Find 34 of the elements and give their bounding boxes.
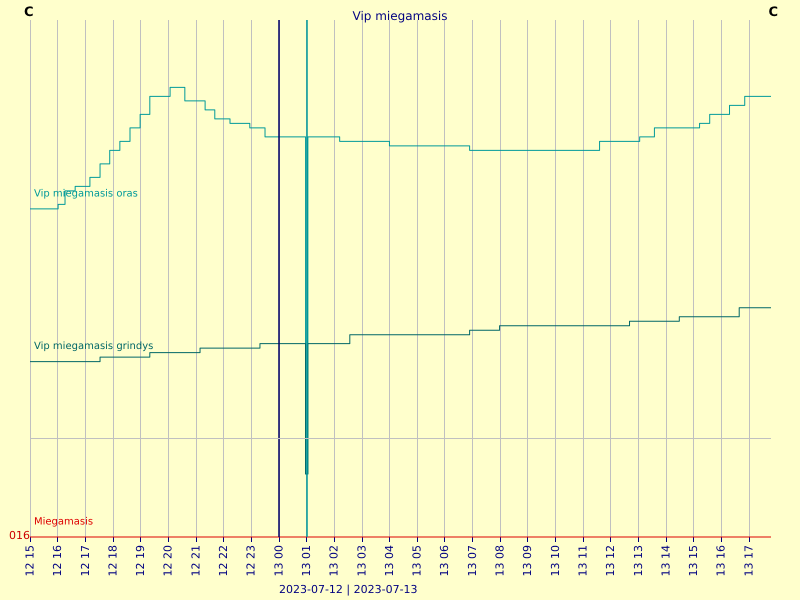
text: C [24, 5, 34, 20]
series-label: Miegamasis [34, 516, 94, 528]
x-tick-label: 13 07 [466, 545, 479, 576]
x-tick-label: 13 15 [687, 545, 700, 576]
x-tick-label: 12 20 [162, 545, 175, 576]
x-tick-label: 13 04 [382, 545, 396, 576]
x-tick-label: 12 15 [24, 545, 36, 576]
x-tick-label: 13 03 [355, 545, 368, 576]
x-tick-label: 13 02 [328, 545, 341, 576]
x-tick-label: 13 09 [521, 545, 534, 576]
x-tick-label: 13 12 [604, 545, 618, 576]
x-tick-label: 13 01 [300, 545, 313, 576]
x-tick-label: 13 14 [659, 545, 672, 576]
x-tick-label: 12 16 [51, 545, 64, 576]
x-tick-label: 12 17 [78, 545, 92, 576]
x-tick-label: 13 17 [742, 545, 756, 576]
text: 016 [9, 529, 30, 542]
x-tick-label: 13 06 [438, 545, 452, 576]
x-tick-label: 12 23 [244, 545, 258, 576]
text: C [768, 5, 778, 20]
x-tick-label: 12 18 [106, 545, 120, 576]
x-tick-label: 13 00 [272, 545, 286, 576]
x-tick-label: 12 21 [189, 545, 202, 576]
x-tick-label: 12 19 [134, 545, 148, 576]
x-tick-label: 13 10 [548, 545, 562, 576]
x-tick-label: 13 08 [494, 545, 507, 576]
chart-title: Vip miegamasis [352, 9, 448, 23]
x-tick-label: 12 22 [217, 545, 230, 576]
text: 2023-07-12 | 2023-07-13 [279, 583, 418, 596]
series-label: Vip miegamasis grindys [34, 341, 154, 352]
x-tick-label: 13 11 [576, 545, 590, 576]
x-tick-label: 13 16 [714, 545, 728, 576]
x-tick-label: 13 13 [632, 545, 645, 576]
x-tick-label: 13 05 [410, 545, 424, 576]
